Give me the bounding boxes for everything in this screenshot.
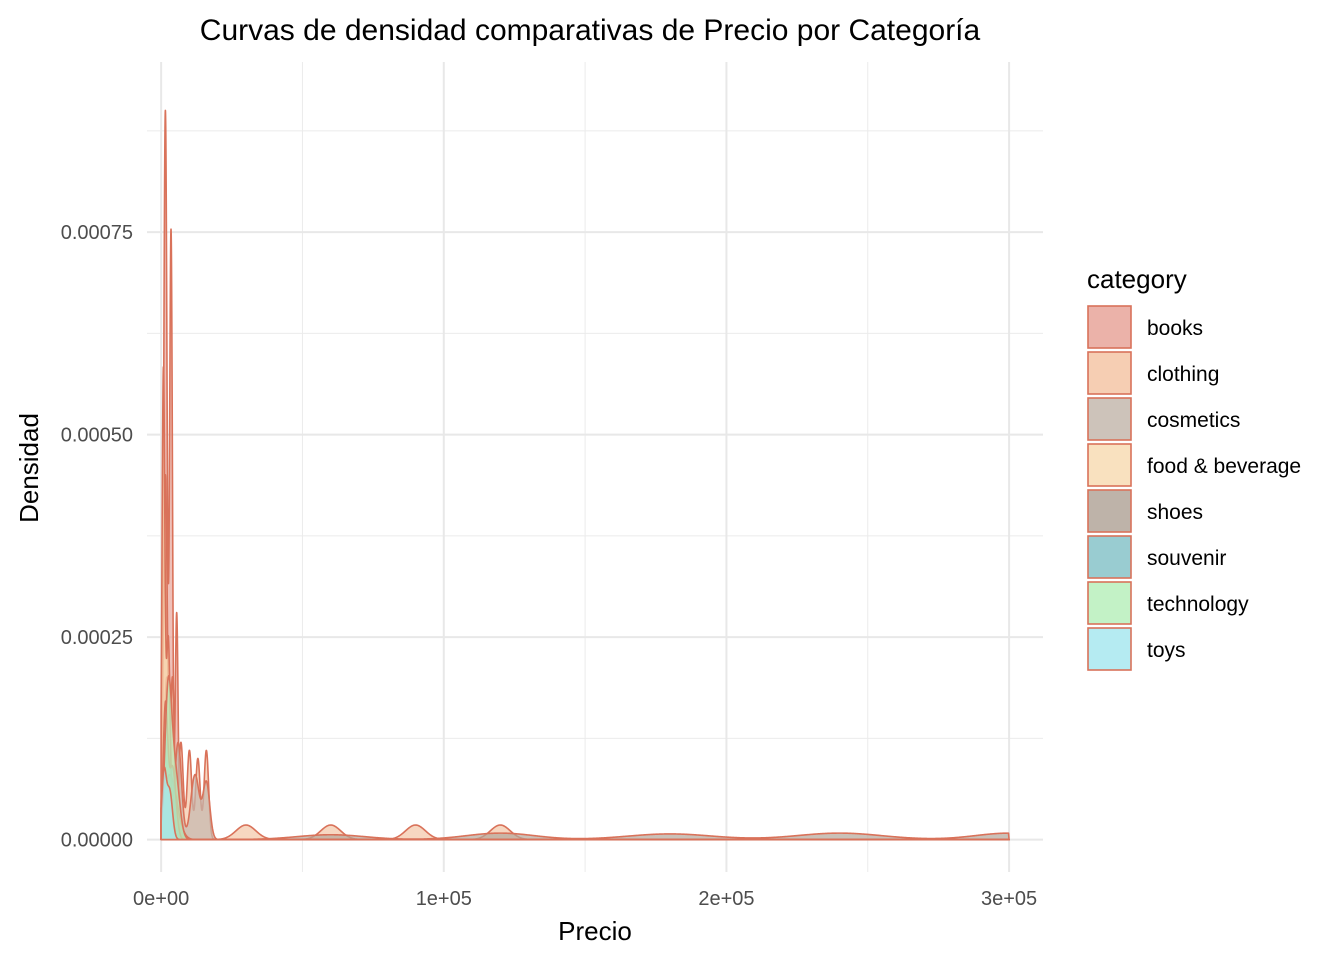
x-axis-ticks: 0e+00 1e+05 2e+05 3e+05 <box>133 888 1037 910</box>
legend-swatch-cosmetics <box>1087 397 1132 441</box>
legend-swatch-souvenir <box>1087 535 1132 579</box>
legend-label-books: books <box>1147 317 1203 340</box>
legend-swatch-technology <box>1087 581 1132 625</box>
plot-area <box>147 62 1043 872</box>
legend-label-souvenir: souvenir <box>1147 547 1226 570</box>
x-tick-label: 0e+00 <box>133 888 189 910</box>
legend-swatch-clothing <box>1087 351 1132 395</box>
legend-label-shoes: shoes <box>1147 501 1203 524</box>
density-area-toys <box>160 766 1010 841</box>
grid <box>147 62 1043 872</box>
y-axis-title: Densidad <box>14 413 44 523</box>
x-tick-label: 2e+05 <box>698 888 754 910</box>
chart-title: Curvas de densidad comparativas de Preci… <box>200 14 981 47</box>
y-tick-label: 0.00050 <box>61 425 133 447</box>
x-tick-label: 1e+05 <box>416 888 472 910</box>
legend-label-toys: toys <box>1147 639 1186 662</box>
y-tick-label: 0.00000 <box>61 830 133 852</box>
y-axis-ticks: 0.00000 0.00025 0.00050 0.00075 <box>61 222 133 852</box>
legend-label-food-beverage: food & beverage <box>1147 455 1301 478</box>
y-tick-label: 0.00075 <box>61 222 133 244</box>
x-tick-label: 3e+05 <box>981 888 1037 910</box>
legend-swatch-books <box>1087 305 1132 349</box>
legend-swatch-toys <box>1087 627 1132 671</box>
x-axis-title: Precio <box>558 916 632 946</box>
legend: category books clothing cosmetics food & be… <box>1087 264 1301 671</box>
legend-label-technology: technology <box>1147 593 1249 616</box>
legend-swatch-food-beverage <box>1087 443 1132 487</box>
legend-label-cosmetics: cosmetics <box>1147 409 1240 432</box>
legend-swatch-shoes <box>1087 489 1132 533</box>
legend-label-clothing: clothing <box>1147 363 1219 386</box>
density-areas <box>160 109 1010 841</box>
y-tick-label: 0.00025 <box>61 627 133 649</box>
legend-items: books clothing cosmetics food & beverage sho… <box>1087 305 1301 671</box>
legend-title: category <box>1087 264 1187 294</box>
